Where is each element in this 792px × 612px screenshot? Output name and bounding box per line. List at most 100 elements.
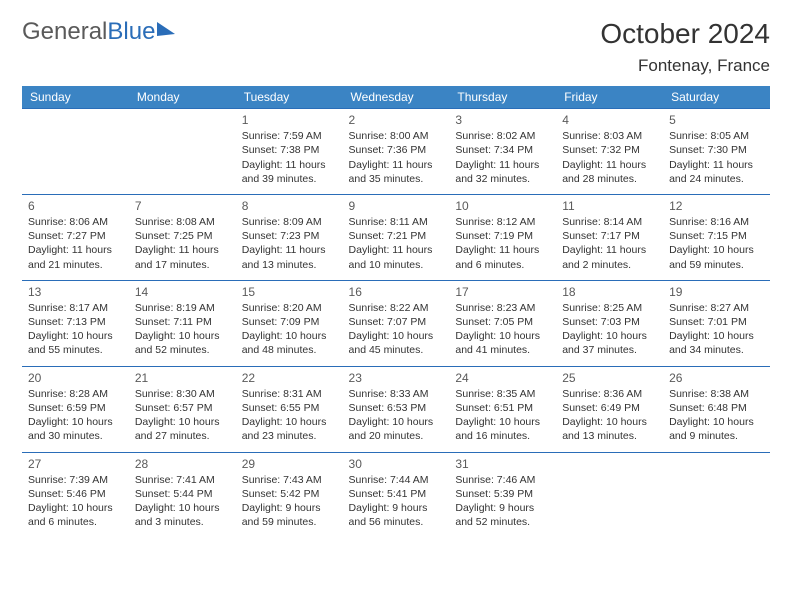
daylight-text: Daylight: 10 hours [455,329,550,343]
day-number: 30 [349,456,444,472]
day-number: 31 [455,456,550,472]
daylight-text: Daylight: 11 hours [242,158,337,172]
sunrise-text: Sunrise: 8:12 AM [455,215,550,229]
sunrise-text: Sunrise: 7:43 AM [242,473,337,487]
sunrise-text: Sunrise: 8:08 AM [135,215,230,229]
sunrise-text: Sunrise: 8:03 AM [562,129,657,143]
sunset-text: Sunset: 7:38 PM [242,143,337,157]
daylight-text: Daylight: 10 hours [135,329,230,343]
calendar-week-row: 27Sunrise: 7:39 AMSunset: 5:46 PMDayligh… [22,452,770,537]
daylight-text: Daylight: 11 hours [28,243,123,257]
day-number: 16 [349,284,444,300]
sunrise-text: Sunrise: 8:17 AM [28,301,123,315]
sunrise-text: Sunrise: 8:09 AM [242,215,337,229]
daylight-text: Daylight: 9 hours [455,501,550,515]
sunrise-text: Sunrise: 8:31 AM [242,387,337,401]
day-number: 25 [562,370,657,386]
sunset-text: Sunset: 5:39 PM [455,487,550,501]
sunrise-text: Sunrise: 8:20 AM [242,301,337,315]
daylight-text: Daylight: 10 hours [28,329,123,343]
day-number: 11 [562,198,657,214]
sunset-text: Sunset: 7:36 PM [349,143,444,157]
dow-header: Wednesday [343,86,450,109]
calendar-day-cell: 15Sunrise: 8:20 AMSunset: 7:09 PMDayligh… [236,280,343,366]
daylight-text: Daylight: 10 hours [669,415,764,429]
day-number: 2 [349,112,444,128]
calendar-day-cell [663,452,770,537]
calendar-week-row: 13Sunrise: 8:17 AMSunset: 7:13 PMDayligh… [22,280,770,366]
sunset-text: Sunset: 7:07 PM [349,315,444,329]
sunrise-text: Sunrise: 8:30 AM [135,387,230,401]
day-number: 15 [242,284,337,300]
daylight-text: Daylight: 11 hours [242,243,337,257]
daylight-text: and 13 minutes. [562,429,657,443]
dow-header: Sunday [22,86,129,109]
daylight-text: Daylight: 10 hours [349,415,444,429]
calendar-week-row: 20Sunrise: 8:28 AMSunset: 6:59 PMDayligh… [22,366,770,452]
day-number: 29 [242,456,337,472]
daylight-text: and 3 minutes. [135,515,230,529]
daylight-text: Daylight: 10 hours [349,329,444,343]
daylight-text: and 35 minutes. [349,172,444,186]
calendar-day-cell: 28Sunrise: 7:41 AMSunset: 5:44 PMDayligh… [129,452,236,537]
daylight-text: and 2 minutes. [562,258,657,272]
brand-text-part1: General [22,18,107,46]
sunset-text: Sunset: 7:34 PM [455,143,550,157]
daylight-text: and 55 minutes. [28,343,123,357]
day-number: 24 [455,370,550,386]
daylight-text: and 6 minutes. [455,258,550,272]
day-number: 22 [242,370,337,386]
daylight-text: and 52 minutes. [135,343,230,357]
daylight-text: Daylight: 10 hours [669,329,764,343]
day-number: 12 [669,198,764,214]
sunrise-text: Sunrise: 7:59 AM [242,129,337,143]
dow-header: Thursday [449,86,556,109]
calendar-day-cell: 12Sunrise: 8:16 AMSunset: 7:15 PMDayligh… [663,194,770,280]
sunrise-text: Sunrise: 7:46 AM [455,473,550,487]
header: GeneralBlue October 2024 Fontenay, Franc… [22,18,770,76]
sunset-text: Sunset: 7:23 PM [242,229,337,243]
day-number: 14 [135,284,230,300]
daylight-text: Daylight: 10 hours [455,415,550,429]
location-label: Fontenay, France [600,56,770,76]
daylight-text: and 20 minutes. [349,429,444,443]
calendar-day-cell: 4Sunrise: 8:03 AMSunset: 7:32 PMDaylight… [556,109,663,195]
calendar-day-cell: 11Sunrise: 8:14 AMSunset: 7:17 PMDayligh… [556,194,663,280]
daylight-text: and 28 minutes. [562,172,657,186]
daylight-text: and 56 minutes. [349,515,444,529]
brand-logo: GeneralBlue [22,18,175,46]
daylight-text: and 52 minutes. [455,515,550,529]
calendar-day-cell: 30Sunrise: 7:44 AMSunset: 5:41 PMDayligh… [343,452,450,537]
daylight-text: and 9 minutes. [669,429,764,443]
sunrise-text: Sunrise: 8:28 AM [28,387,123,401]
sunset-text: Sunset: 6:51 PM [455,401,550,415]
daylight-text: Daylight: 11 hours [135,243,230,257]
day-number: 20 [28,370,123,386]
daylight-text: Daylight: 11 hours [669,158,764,172]
calendar-table: Sunday Monday Tuesday Wednesday Thursday… [22,86,770,537]
daylight-text: and 45 minutes. [349,343,444,357]
sunset-text: Sunset: 7:05 PM [455,315,550,329]
day-number: 6 [28,198,123,214]
daylight-text: and 37 minutes. [562,343,657,357]
sunrise-text: Sunrise: 8:33 AM [349,387,444,401]
daylight-text: and 24 minutes. [669,172,764,186]
calendar-week-row: 1Sunrise: 7:59 AMSunset: 7:38 PMDaylight… [22,109,770,195]
sunset-text: Sunset: 6:53 PM [349,401,444,415]
sunrise-text: Sunrise: 8:05 AM [669,129,764,143]
sunrise-text: Sunrise: 8:00 AM [349,129,444,143]
sunset-text: Sunset: 7:32 PM [562,143,657,157]
calendar-day-cell: 10Sunrise: 8:12 AMSunset: 7:19 PMDayligh… [449,194,556,280]
dow-header: Saturday [663,86,770,109]
daylight-text: and 34 minutes. [669,343,764,357]
calendar-day-cell: 1Sunrise: 7:59 AMSunset: 7:38 PMDaylight… [236,109,343,195]
daylight-text: and 41 minutes. [455,343,550,357]
day-number: 9 [349,198,444,214]
sunrise-text: Sunrise: 8:11 AM [349,215,444,229]
day-number: 27 [28,456,123,472]
sunset-text: Sunset: 7:17 PM [562,229,657,243]
sunset-text: Sunset: 7:03 PM [562,315,657,329]
sunset-text: Sunset: 6:55 PM [242,401,337,415]
daylight-text: and 39 minutes. [242,172,337,186]
day-number: 5 [669,112,764,128]
